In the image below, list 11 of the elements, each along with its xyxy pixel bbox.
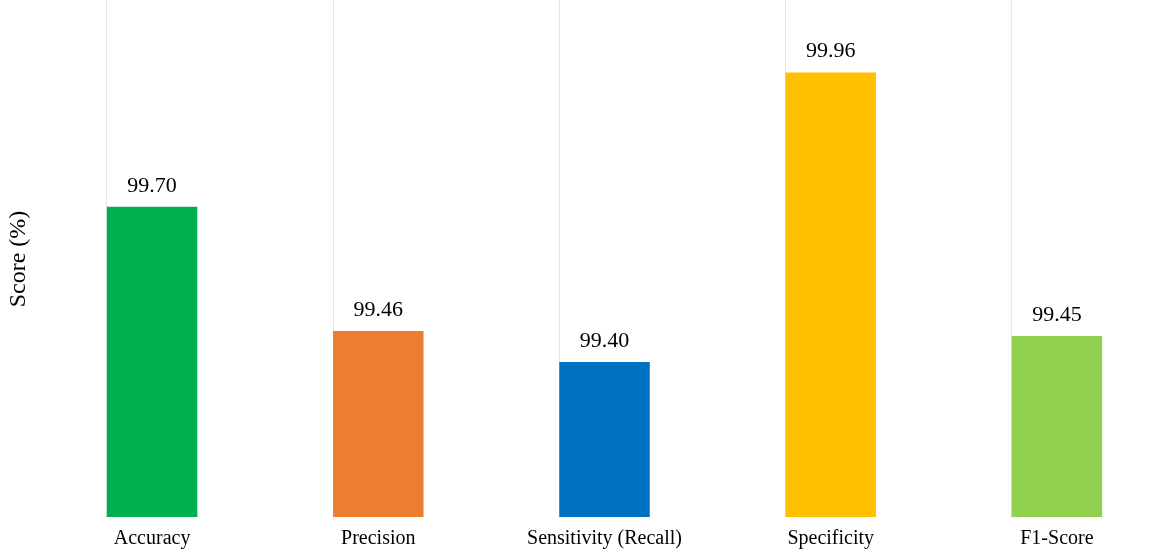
x-tick-label: Precision <box>341 525 416 548</box>
x-tick-label: Accuracy <box>113 525 191 549</box>
data-label: 99.46 <box>353 295 404 321</box>
data-label: 99.40 <box>579 326 630 352</box>
x-tick-label: Specificity <box>787 525 875 549</box>
y-axis-title: Score (%) <box>3 210 30 308</box>
x-tick-label: F1-Score <box>1020 525 1094 548</box>
data-label: 99.70 <box>127 171 177 197</box>
data-label: 99.96 <box>805 37 856 63</box>
x-tick-label: Sensitivity (Recall) <box>527 525 682 549</box>
data-label: 99.45 <box>1032 301 1082 327</box>
